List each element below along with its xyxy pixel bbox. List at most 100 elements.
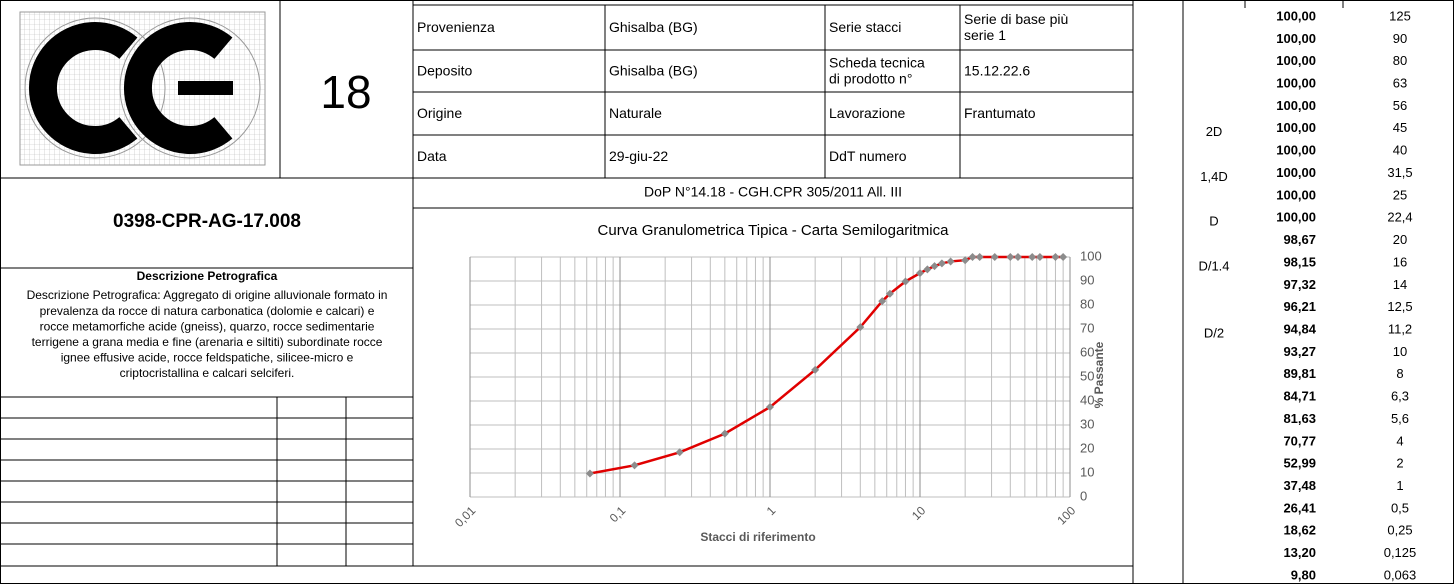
passing-value: 52,99 <box>1283 456 1316 471</box>
sieve-size: 31,5 <box>1387 165 1412 180</box>
description-title: Descrizione Petrografica <box>137 269 278 283</box>
marker <box>878 297 887 306</box>
ce-logo <box>19 11 266 166</box>
y-tick-label: 0 <box>1080 488 1087 503</box>
passing-value: 98,15 <box>1283 254 1316 269</box>
info-cell: Deposito <box>417 63 472 79</box>
info-cell: 29-giu-22 <box>609 148 668 164</box>
sieve-size: 0,25 <box>1387 523 1412 538</box>
passing-value: 100,00 <box>1276 120 1316 135</box>
passing-value: 13,20 <box>1283 545 1316 560</box>
passing-value: 100,00 <box>1276 76 1316 91</box>
marker <box>856 323 865 332</box>
passing-value: 26,41 <box>1283 500 1316 515</box>
sieve-size: 10 <box>1393 344 1407 359</box>
passing-value: 100,00 <box>1276 8 1316 23</box>
marker <box>968 253 977 261</box>
sieve-size: 40 <box>1393 143 1407 158</box>
marker <box>990 253 999 261</box>
dop: DoP N°14.18 - CGH.CPR 305/2011 All. III <box>644 184 902 200</box>
marker <box>675 448 684 457</box>
passing-value: 100,00 <box>1276 143 1316 158</box>
sieve-size: 16 <box>1393 254 1407 269</box>
passing-value: 100,00 <box>1276 210 1316 225</box>
info-cell: DdT numero <box>829 148 907 164</box>
description-line: Descrizione Petrografica: Aggregato di o… <box>27 288 388 302</box>
sieve-size: 63 <box>1393 76 1407 91</box>
x-tick-label: 0,1 <box>607 503 629 525</box>
sieve-size: 5,6 <box>1391 411 1409 426</box>
sieve-mark: D/1.4 <box>1198 258 1229 273</box>
passing-value: 97,32 <box>1283 277 1316 292</box>
sieve-size: 80 <box>1393 53 1407 68</box>
description-line: criptocristallina e calcari selciferi. <box>120 366 295 380</box>
passing-value: 100,00 <box>1276 31 1316 46</box>
passing-value: 100,00 <box>1276 98 1316 113</box>
sieve-size: 45 <box>1393 120 1407 135</box>
y-tick-label: 80 <box>1080 296 1094 311</box>
marker <box>766 403 774 412</box>
marker <box>1006 253 1015 261</box>
description-line: rocce metamorfiche acide (gneiss), quarz… <box>40 319 375 333</box>
info-cell: 15.12.22.6 <box>964 63 1030 79</box>
passing-value: 89,81 <box>1283 366 1316 381</box>
code: 0398-CPR-AG-17.008 <box>113 211 301 232</box>
sieve-mark: D <box>1209 214 1218 229</box>
x-tick-label: 10 <box>909 503 929 523</box>
info-cell: Data <box>417 148 447 164</box>
passing-value: 93,27 <box>1283 344 1316 359</box>
sieve-size: 11,2 <box>1388 321 1412 336</box>
sieve-size: 25 <box>1393 187 1407 202</box>
y-tick-label: 100 <box>1080 248 1102 263</box>
marker <box>937 259 946 268</box>
sieve-size: 0,063 <box>1384 567 1417 582</box>
marker <box>1013 253 1022 261</box>
passing-value: 94,84 <box>1283 321 1316 336</box>
info-cell: Scheda tecnica <box>829 55 925 71</box>
y-tick-label: 20 <box>1080 440 1094 455</box>
marker <box>811 365 820 374</box>
marker <box>946 257 955 266</box>
marker <box>630 461 639 470</box>
marker <box>720 429 729 438</box>
passing-value: 96,21 <box>1283 299 1316 314</box>
marker <box>975 253 984 261</box>
chart-title: Curva Granulometrica Tipica - Carta Semi… <box>598 222 950 239</box>
x-tick-label: 100 <box>1054 503 1078 527</box>
info-cell: Provenienza <box>417 19 495 35</box>
sieve-size: 14 <box>1393 277 1407 292</box>
marker <box>961 256 970 265</box>
marker <box>930 262 939 271</box>
sieve-size: 90 <box>1393 31 1407 46</box>
info-cell: Ghisalba (BG) <box>609 19 698 35</box>
marker <box>885 289 894 298</box>
passing-value: 100,00 <box>1276 53 1316 68</box>
info-cell: Lavorazione <box>829 105 905 121</box>
y-tick-label: 10 <box>1080 464 1094 479</box>
sieve-size: 2 <box>1396 456 1403 471</box>
y-tick-label: 70 <box>1080 320 1094 335</box>
marker <box>901 277 910 286</box>
passing-value: 100,00 <box>1276 165 1316 180</box>
passing-value: 98,67 <box>1283 232 1316 247</box>
sieve-size: 0,5 <box>1391 500 1409 515</box>
marker <box>1051 253 1060 261</box>
sieve-size: 6,3 <box>1391 389 1409 404</box>
sieve-size: 4 <box>1396 433 1403 448</box>
marker <box>585 469 594 478</box>
passing-value: 81,63 <box>1283 411 1316 426</box>
y-tick-label: 30 <box>1080 416 1094 431</box>
info-cell: di prodotto n° <box>829 71 912 87</box>
info-cell: Origine <box>417 105 462 121</box>
info-cell: Naturale <box>609 105 662 121</box>
x-tick-label: 0,01 <box>452 503 479 530</box>
marker <box>1028 253 1037 261</box>
y-tick-label: 90 <box>1080 272 1094 287</box>
sieve-size: 125 <box>1389 8 1411 23</box>
marker <box>1059 253 1068 261</box>
marker <box>916 269 924 278</box>
info-cell: Serie di base più <box>964 11 1068 27</box>
sieve-size: 56 <box>1393 98 1407 113</box>
sieve-mark: 2D <box>1206 124 1223 139</box>
